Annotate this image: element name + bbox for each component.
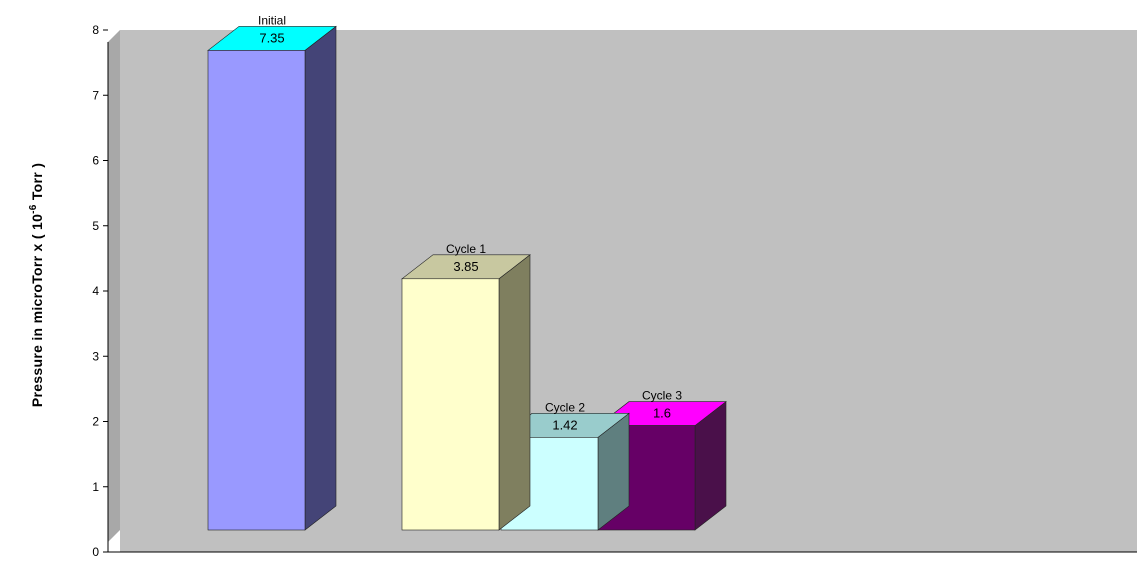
bar-group: Cycle 1 3.85 [401, 242, 531, 531]
plot-floor [120, 530, 1137, 552]
y-ticks: 0 1 2 3 4 5 6 7 8 [92, 23, 108, 559]
bar-value-label: 1.42 [552, 417, 577, 432]
bar-category-label: Cycle 3 [642, 389, 682, 403]
y-tick-label: 3 [92, 349, 99, 363]
bar-value-label: 3.85 [453, 259, 478, 274]
bar-category-label: Initial [258, 13, 286, 27]
bar [207, 50, 306, 531]
bar-value-label: 1.6 [653, 406, 671, 421]
plot-depth-shade [108, 30, 120, 542]
y-tick-label: 4 [92, 284, 99, 298]
bars: Cycle 3 1.6 Cycle 2 1.42 Cycle 1 3.85 Initial 7… [207, 13, 727, 531]
y-tick-label: 5 [92, 219, 99, 233]
y-tick-label: 2 [92, 415, 99, 429]
y-tick-label: 0 [92, 545, 99, 559]
y-tick-label: 8 [92, 23, 99, 37]
y-axis-title: Pressure in microTorr x ( 10-6 Torr ) [28, 163, 45, 407]
bar-value-label: 7.35 [259, 30, 284, 45]
bar-category-label: Cycle 2 [545, 400, 585, 414]
y-tick-label: 6 [92, 154, 99, 168]
bar-side [498, 254, 531, 531]
y-tick-label: 7 [92, 88, 99, 102]
y-tick-label: 1 [92, 480, 99, 494]
bar-group: Initial 7.35 [207, 13, 337, 531]
bar-side [304, 25, 337, 531]
bar-category-label: Cycle 1 [446, 242, 486, 256]
bar [401, 278, 500, 531]
